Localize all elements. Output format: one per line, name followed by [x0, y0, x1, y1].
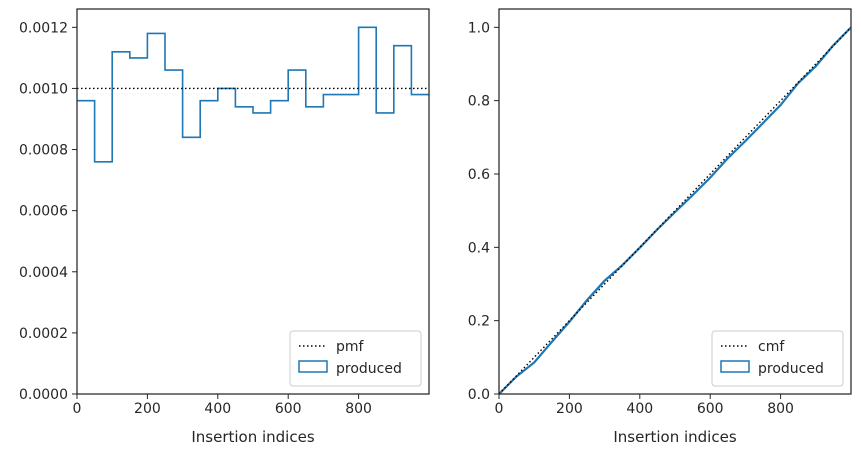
plot-area [77, 26, 429, 163]
x-tick-label: 800 [767, 401, 794, 417]
y-tick-label: 0.8 [468, 94, 490, 110]
chart-panel-2: 0 200 400 600 800 0.0 0.2 0.4 0.6 0.8 1.0 Insertion… [468, 8, 852, 446]
x-tick-label: 400 [204, 401, 231, 417]
x-tick-label: 200 [134, 401, 161, 417]
x-tick-label: 0 [495, 401, 504, 417]
y-tick-label: 0.6 [468, 167, 490, 183]
y-tick-label: 0.0 [468, 387, 490, 403]
x-tick-label: 600 [697, 401, 724, 417]
x-tick-label: 600 [275, 401, 302, 417]
legend-pmf-label: pmf [336, 339, 365, 355]
produced-step-line [77, 26, 429, 163]
produced-cumulative-line [499, 26, 851, 394]
axes-frame [76, 8, 430, 395]
legend-produced-marker [298, 360, 328, 373]
plot-area [499, 26, 851, 394]
y-tick-label: 0.0006 [19, 204, 68, 220]
x-tick-label: 400 [626, 401, 653, 417]
x-tick-label: 800 [345, 401, 372, 417]
y-tick-label: 0.2 [468, 314, 490, 330]
axes-frame [498, 8, 852, 395]
legend-produced-marker [720, 360, 750, 373]
legend-produced-label: produced [336, 361, 402, 377]
y-tick-label: 0.0002 [19, 326, 68, 342]
y-tick-label: 0.0000 [19, 387, 68, 403]
legend-cmf-label: cmf [758, 339, 785, 355]
x-tick-label: 0 [73, 401, 82, 417]
x-tick-label: 200 [556, 401, 583, 417]
legend: pmf produced [289, 330, 422, 387]
legend: cmf produced [711, 330, 844, 387]
y-tick-label: 0.0010 [19, 81, 68, 97]
y-tick-label: 0.0012 [19, 20, 68, 36]
cmf-line [499, 26, 851, 394]
y-tick-label: 0.0004 [19, 265, 68, 281]
legend-produced-label: produced [758, 361, 824, 377]
x-axis-label: Insertion indices [191, 428, 314, 446]
y-tick-label: 1.0 [468, 20, 490, 36]
y-tick-label: 0.4 [468, 240, 490, 256]
chart-panel-1: 0 200 400 600 800 0.0000 0.0002 0.0004 0.0006 0.0… [19, 8, 430, 446]
x-axis-label: Insertion indices [613, 428, 736, 446]
y-tick-label: 0.0008 [19, 143, 68, 159]
